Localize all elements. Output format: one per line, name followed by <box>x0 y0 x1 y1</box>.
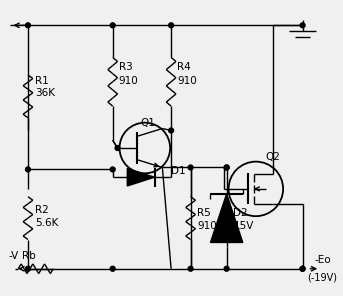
Circle shape <box>224 165 229 170</box>
Text: Q2: Q2 <box>265 152 281 162</box>
Text: D2: D2 <box>234 208 248 218</box>
Text: R1: R1 <box>35 76 48 86</box>
Text: 5.6K: 5.6K <box>35 218 58 228</box>
Circle shape <box>300 23 305 28</box>
Text: 36K: 36K <box>35 89 55 98</box>
Text: 910: 910 <box>177 76 197 86</box>
Text: (-19V): (-19V) <box>307 272 338 282</box>
Circle shape <box>110 167 115 172</box>
Text: 910: 910 <box>198 221 217 231</box>
Polygon shape <box>127 168 155 186</box>
Text: R5: R5 <box>198 208 211 218</box>
Text: R3: R3 <box>119 62 132 72</box>
Circle shape <box>110 266 115 271</box>
Circle shape <box>110 23 115 28</box>
Text: 15V: 15V <box>234 221 254 231</box>
Text: R4: R4 <box>177 62 191 72</box>
Circle shape <box>300 266 305 271</box>
Circle shape <box>115 146 120 150</box>
Text: D1: D1 <box>171 166 186 176</box>
Text: Q1: Q1 <box>140 118 155 128</box>
Circle shape <box>224 165 229 170</box>
Text: 910: 910 <box>119 76 138 86</box>
Circle shape <box>224 266 229 271</box>
Circle shape <box>25 266 31 271</box>
Circle shape <box>169 128 174 133</box>
Text: R2: R2 <box>35 205 48 215</box>
Text: -Eo: -Eo <box>314 255 331 265</box>
Circle shape <box>188 165 193 170</box>
Circle shape <box>169 23 174 28</box>
Circle shape <box>300 266 305 271</box>
Circle shape <box>188 266 193 271</box>
Circle shape <box>25 167 31 172</box>
Polygon shape <box>211 194 243 242</box>
Text: Rb: Rb <box>22 251 36 261</box>
Text: -V: -V <box>9 251 19 261</box>
Circle shape <box>25 23 31 28</box>
